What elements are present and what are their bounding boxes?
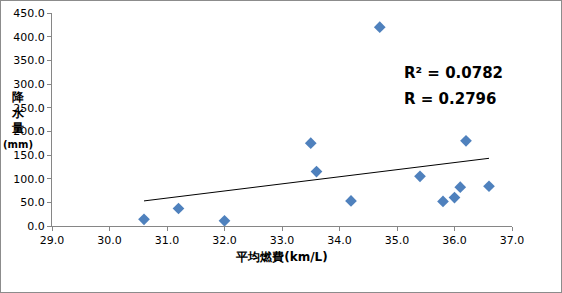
svg-text:降水量(mm): 降水量(mm) bbox=[3, 90, 33, 150]
svg-text:350.0: 350.0 bbox=[13, 54, 45, 67]
svg-text:0.0: 0.0 bbox=[27, 220, 45, 233]
svg-text:150.0: 150.0 bbox=[13, 149, 45, 162]
svg-text:29.0: 29.0 bbox=[40, 234, 65, 247]
svg-text:400.0: 400.0 bbox=[13, 31, 45, 44]
svg-text:250.0: 250.0 bbox=[13, 102, 45, 115]
svg-text:36.0: 36.0 bbox=[442, 234, 467, 247]
svg-text:100.0: 100.0 bbox=[13, 173, 45, 186]
svg-text:32.0: 32.0 bbox=[212, 234, 237, 247]
svg-text:R = 0.2796: R = 0.2796 bbox=[404, 90, 496, 108]
svg-text:30.0: 30.0 bbox=[97, 234, 122, 247]
svg-text:37.0: 37.0 bbox=[500, 234, 525, 247]
svg-text:31.0: 31.0 bbox=[155, 234, 180, 247]
svg-text:R² = 0.0782: R² = 0.0782 bbox=[404, 64, 503, 82]
svg-text:450.0: 450.0 bbox=[13, 7, 45, 20]
svg-text:33.0: 33.0 bbox=[270, 234, 295, 247]
svg-text:34.0: 34.0 bbox=[327, 234, 352, 247]
svg-text:200.0: 200.0 bbox=[13, 125, 45, 138]
svg-text:50.0: 50.0 bbox=[20, 196, 45, 209]
svg-text:35.0: 35.0 bbox=[385, 234, 410, 247]
svg-text:平均燃費(km/L): 平均燃費(km/L) bbox=[235, 250, 327, 264]
svg-text:300.0: 300.0 bbox=[13, 78, 45, 91]
